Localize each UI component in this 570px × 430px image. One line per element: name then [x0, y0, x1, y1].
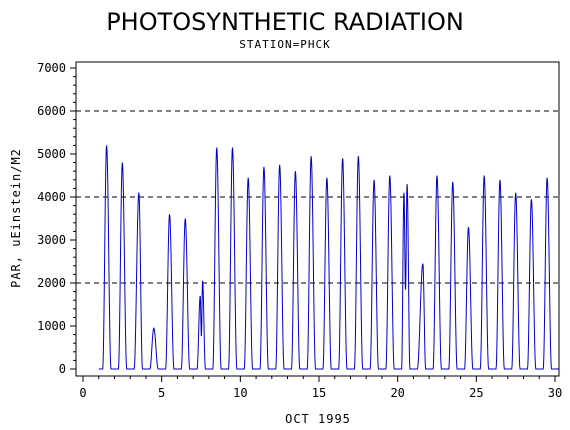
x-tick-label: 5 [158, 386, 165, 400]
y-axis-label: PAR, uEinstein/M2 [9, 148, 23, 288]
par-series-line [98, 145, 559, 370]
x-tick-label: 15 [312, 386, 326, 400]
y-tick-label: 6000 [37, 104, 66, 118]
plot-frame [75, 61, 560, 377]
y-tick-label: 0 [59, 362, 66, 376]
y-tick-label: 2000 [37, 276, 66, 290]
y-tick-label: 1000 [37, 319, 66, 333]
x-axis-ticks: 0 5 10 15 20 25 30 [79, 376, 562, 400]
x-tick-label: 25 [469, 386, 483, 400]
x-axis-label: OCT 1995 [285, 412, 351, 426]
chart-title: PHOTOSYNTHETIC RADIATION [106, 8, 464, 36]
y-axis-ticks: 0 1000 2000 3000 4000 5000 6000 7000 [37, 61, 76, 376]
x-tick-label: 10 [233, 386, 247, 400]
y-tick-label: 3000 [37, 233, 66, 247]
y-tick-label: 4000 [37, 190, 66, 204]
y-tick-label: 5000 [37, 147, 66, 161]
x-tick-label: 20 [390, 386, 404, 400]
x-tick-label: 0 [79, 386, 86, 400]
x-tick-label: 30 [548, 386, 562, 400]
chart-subtitle: STATION=PHCK [239, 38, 330, 51]
y-tick-label: 7000 [37, 61, 66, 75]
series-layer [98, 145, 559, 370]
